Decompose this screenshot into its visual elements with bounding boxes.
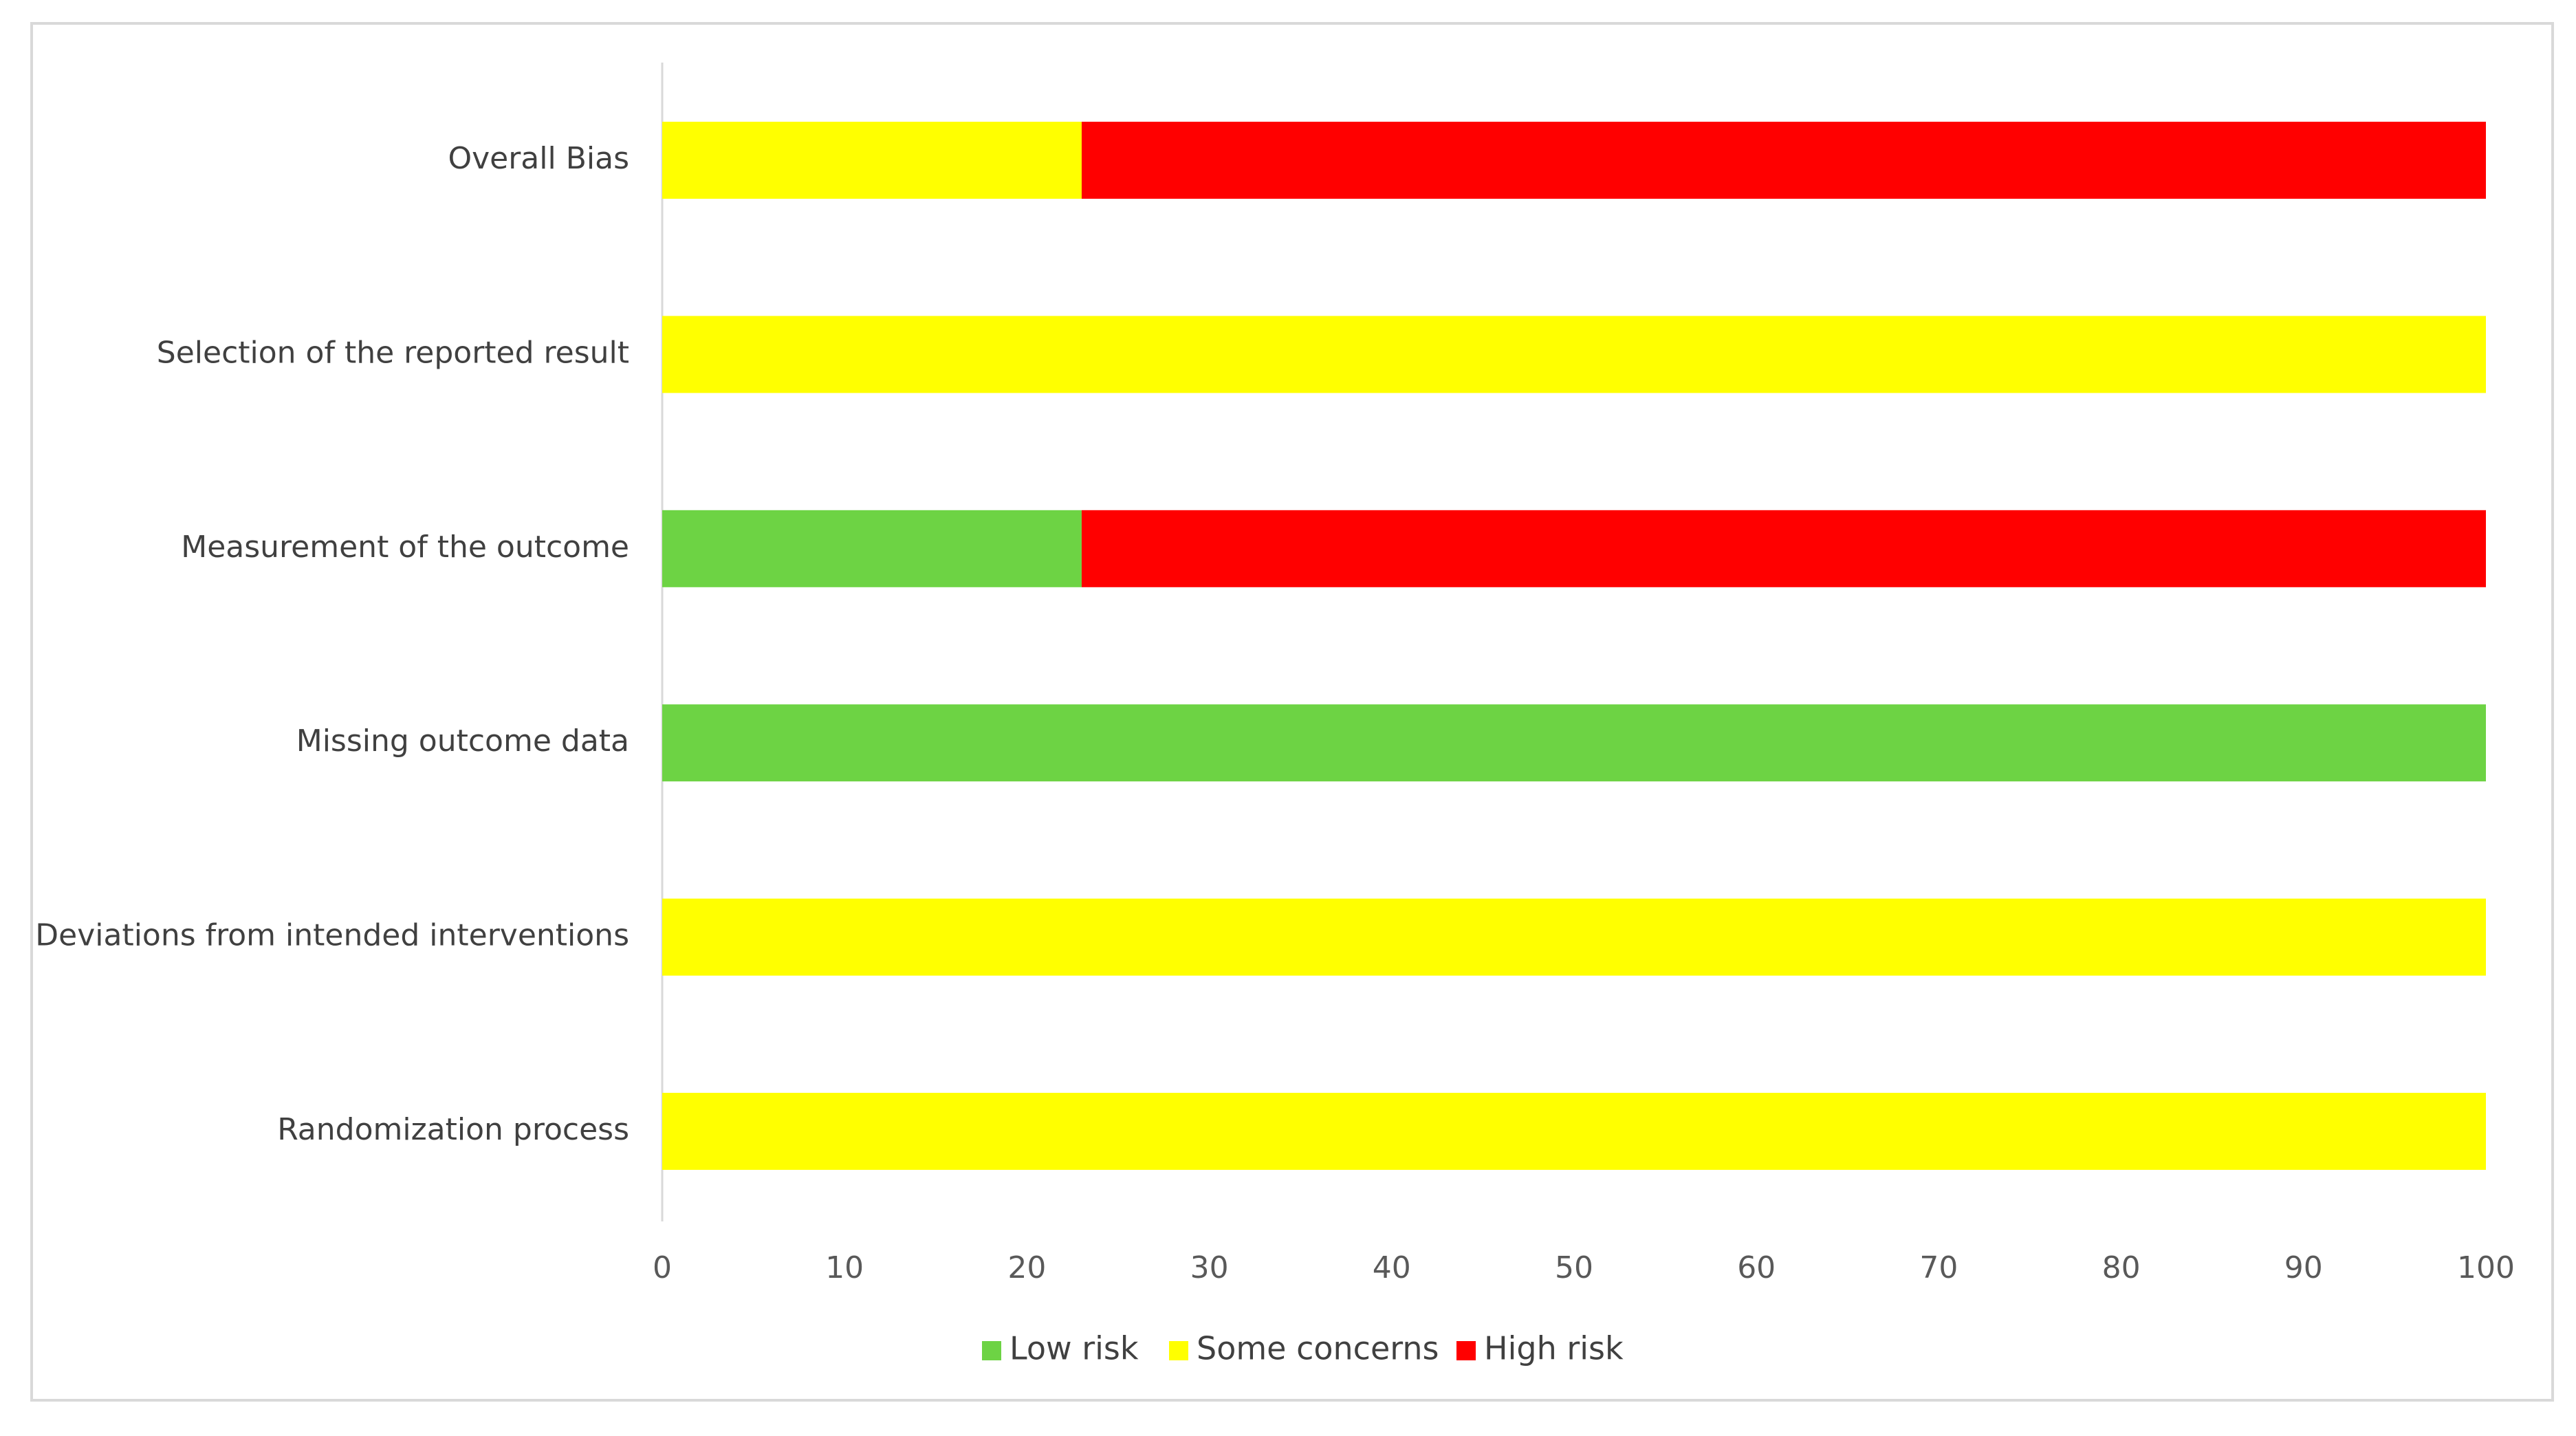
- risk-of-bias-chart: Overall Bias Selection of the reported re…: [35, 63, 2515, 1367]
- chart-frame: Overall Bias Selection of the reported re…: [30, 22, 2554, 1402]
- bar-measurement-of-the-outcome-low-risk: [662, 510, 1082, 587]
- x-tick-label-50: 50: [1555, 1250, 1593, 1285]
- bar-missing-outcome-data-low-risk: [662, 704, 2486, 782]
- legend-swatch-some-concerns: [1169, 1341, 1188, 1360]
- bar-randomization-process-some-concerns: [662, 1093, 2486, 1170]
- x-tick-label-80: 80: [2102, 1250, 2141, 1285]
- bar-selection-of-the-reported-result-some-concerns: [662, 316, 2486, 393]
- category-label-randomization-process: Randomization process: [277, 1112, 629, 1147]
- legend-label-some-concerns: Some concerns: [1197, 1330, 1439, 1367]
- category-label-missing-outcome-data: Missing outcome data: [296, 724, 629, 759]
- x-tick-label-0: 0: [653, 1250, 672, 1285]
- category-label-overall-bias: Overall Bias: [448, 141, 629, 176]
- x-tick-label-90: 90: [2284, 1250, 2323, 1285]
- x-tick-label-40: 40: [1373, 1250, 1411, 1285]
- x-tick-label-10: 10: [825, 1250, 864, 1285]
- bar-overall-bias-some-concerns: [662, 122, 1082, 199]
- category-label-deviations-from-intended-interventions: Deviations from intended interventions: [35, 918, 629, 953]
- x-tick-label-100: 100: [2457, 1250, 2515, 1285]
- legend-swatch-low-risk: [982, 1341, 1001, 1360]
- x-tick-label-60: 60: [1737, 1250, 1776, 1285]
- legend-label-low-risk: Low risk: [1009, 1330, 1139, 1367]
- legend-label-high-risk: High risk: [1484, 1330, 1624, 1367]
- x-tick-label-30: 30: [1190, 1250, 1229, 1285]
- category-label-measurement-of-the-outcome: Measurement of the outcome: [181, 530, 629, 565]
- legend-swatch-high-risk: [1456, 1341, 1476, 1360]
- category-labels: Overall Bias Selection of the reported re…: [35, 141, 629, 1147]
- bars: [662, 122, 2486, 1170]
- x-tick-label-70: 70: [1919, 1250, 1958, 1285]
- legend: Low risk Some concerns High risk: [982, 1330, 1624, 1367]
- bar-deviations-from-intended-interventions-some-concerns: [662, 898, 2486, 976]
- bar-overall-bias-high-risk: [1081, 122, 2486, 199]
- x-tick-labels: 0 10 20 30 40 50 60 70 80 90 100: [653, 1250, 2515, 1285]
- x-tick-label-20: 20: [1007, 1250, 1046, 1285]
- category-label-selection-of-the-reported-result: Selection of the reported result: [157, 335, 629, 370]
- bar-measurement-of-the-outcome-high-risk: [1081, 510, 2486, 587]
